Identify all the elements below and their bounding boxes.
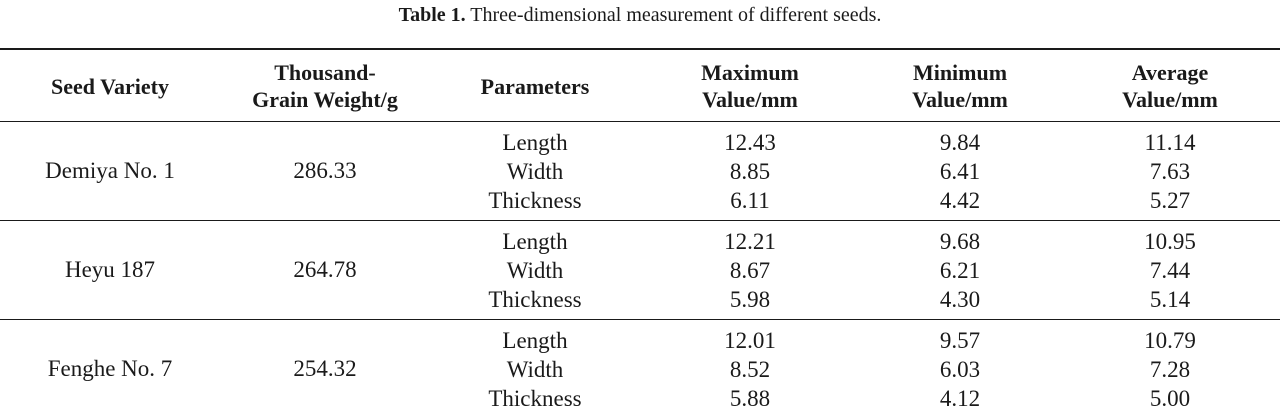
table-caption: Table 1. Three-dimensional measurement o… xyxy=(0,4,1280,27)
parameters-cell: Length Width Thickness xyxy=(430,326,640,413)
value-text: 8.52 xyxy=(729,357,771,382)
average-value-cell: 10.95 7.44 5.14 xyxy=(1060,227,1280,314)
value-text: 9.57 xyxy=(939,328,981,353)
value-text: 8.67 xyxy=(729,258,771,283)
value-text: 7.44 xyxy=(1149,258,1191,283)
group-divider-1 xyxy=(0,220,1280,221)
table-row-group: Demiya No. 1 286.33 Length Width Thickne… xyxy=(0,122,1280,220)
parameter-label: Thickness xyxy=(488,188,582,213)
table-header-rule xyxy=(0,121,1280,122)
maximum-value-cell: 12.21 8.67 5.98 xyxy=(640,227,860,314)
parameters-cell: Length Width Thickness xyxy=(430,227,640,314)
parameter-label: Thickness xyxy=(488,287,582,312)
minimum-value-cell: 9.68 6.21 4.30 xyxy=(860,227,1060,314)
value-text: 6.41 xyxy=(939,159,981,184)
value-text: 12.43 xyxy=(724,130,776,155)
maximum-value-cell: 12.43 8.85 6.11 xyxy=(640,128,860,215)
value-text: 4.12 xyxy=(939,386,981,411)
header-minimum-value: Minimum Value/mm xyxy=(912,60,1008,112)
parameter-label: Length xyxy=(502,130,568,155)
maximum-value-cell: 12.01 8.52 5.88 xyxy=(640,326,860,413)
value-text: 9.68 xyxy=(939,229,981,254)
value-text: 12.21 xyxy=(724,229,776,254)
value-text: 5.00 xyxy=(1149,386,1191,411)
value-text: 6.03 xyxy=(939,357,981,382)
minimum-value-cell: 9.84 6.41 4.42 xyxy=(860,128,1060,215)
header-seed-variety: Seed Variety xyxy=(51,73,169,99)
value-text: 7.63 xyxy=(1149,159,1191,184)
average-value-cell: 10.79 7.28 5.00 xyxy=(1060,326,1280,413)
header-average-value: Average Value/mm xyxy=(1122,60,1218,112)
parameter-label: Thickness xyxy=(488,386,582,411)
value-text: 5.14 xyxy=(1149,287,1191,312)
value-text: 10.95 xyxy=(1144,229,1196,254)
table-caption-label: Table 1. xyxy=(398,4,466,26)
seed-variety-cell: Heyu 187 xyxy=(64,257,156,282)
value-text: 12.01 xyxy=(724,328,776,353)
header-maximum-value: Maximum Value/mm xyxy=(701,60,799,112)
table-row-group: Heyu 187 264.78 Length Width Thickness 1… xyxy=(0,221,1280,319)
parameter-label: Width xyxy=(506,159,564,184)
minimum-value-cell: 9.57 6.03 4.12 xyxy=(860,326,1060,413)
table-top-rule xyxy=(0,48,1280,50)
value-text: 5.98 xyxy=(729,287,771,312)
value-text: 5.88 xyxy=(729,386,771,411)
parameter-label: Width xyxy=(506,357,564,382)
thousand-grain-weight-cell: 264.78 xyxy=(293,257,357,282)
table-row-group: Fenghe No. 7 254.32 Length Width Thickne… xyxy=(0,320,1280,418)
value-text: 5.27 xyxy=(1149,188,1191,213)
value-text: 11.14 xyxy=(1144,130,1196,155)
table-caption-text: Three-dimensional measurement of differe… xyxy=(465,4,882,26)
seed-variety-cell: Fenghe No. 7 xyxy=(47,356,173,381)
parameter-label: Width xyxy=(506,258,564,283)
value-text: 10.79 xyxy=(1144,328,1196,353)
group-divider-2 xyxy=(0,319,1280,320)
value-text: 9.84 xyxy=(939,130,981,155)
value-text: 8.85 xyxy=(729,159,771,184)
value-text: 7.28 xyxy=(1149,357,1191,382)
value-text: 6.21 xyxy=(939,258,981,283)
thousand-grain-weight-cell: 254.32 xyxy=(293,356,357,381)
seed-variety-cell: Demiya No. 1 xyxy=(45,158,175,183)
header-parameters: Parameters xyxy=(480,73,590,99)
parameters-cell: Length Width Thickness xyxy=(430,128,640,215)
average-value-cell: 11.14 7.63 5.27 xyxy=(1060,128,1280,215)
value-text: 4.42 xyxy=(939,188,981,213)
parameter-label: Length xyxy=(502,328,568,353)
value-text: 6.11 xyxy=(730,188,770,213)
thousand-grain-weight-cell: 286.33 xyxy=(293,158,357,183)
header-thousand-grain-weight: Thousand- Grain Weight/g xyxy=(252,60,398,112)
value-text: 4.30 xyxy=(939,287,981,312)
parameter-label: Length xyxy=(502,229,568,254)
